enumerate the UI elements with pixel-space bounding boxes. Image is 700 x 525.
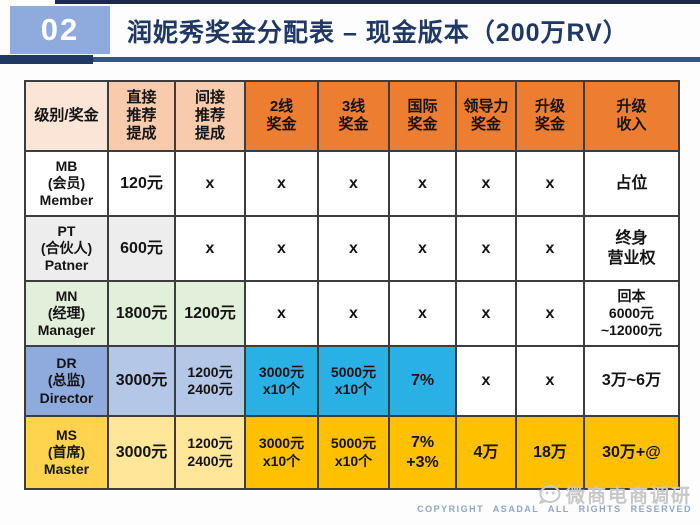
header-cell: 直接 推荐 提成 bbox=[108, 81, 175, 151]
table-cell: 1200元 bbox=[175, 281, 245, 346]
table-cell: x bbox=[389, 216, 456, 281]
table-cell: 4万 bbox=[456, 416, 516, 489]
table-cell: x bbox=[456, 281, 516, 346]
table-cell: 30万+@ bbox=[584, 416, 679, 489]
header-cell: 升级 收入 bbox=[584, 81, 679, 151]
table-cell: 占位 bbox=[584, 151, 679, 216]
table-cell: 5000元 x10个 bbox=[318, 416, 389, 489]
section-number-badge: 02 bbox=[10, 6, 110, 54]
watermark-text: 微商电商调研 bbox=[565, 486, 692, 507]
watermark-logo: 微商电商调研 bbox=[537, 481, 692, 508]
table-cell: 3000元 x10个 bbox=[245, 416, 318, 489]
table-cell: x bbox=[245, 151, 318, 216]
table-cell: x bbox=[318, 281, 389, 346]
table-cell: x bbox=[516, 216, 584, 281]
table-cell: 1200元 2400元 bbox=[175, 416, 245, 489]
table-cell: x bbox=[318, 151, 389, 216]
row-label-cell: MB (会员) Member bbox=[25, 151, 108, 216]
top-border-line bbox=[55, 0, 700, 4]
table-cell: x bbox=[456, 346, 516, 416]
header-cell: 级别/奖金 bbox=[25, 81, 108, 151]
chat-bubble-icon bbox=[537, 484, 561, 506]
header-cell: 国际 奖金 bbox=[389, 81, 456, 151]
table-cell: 3万~6万 bbox=[584, 346, 679, 416]
title-underline-accent bbox=[0, 55, 93, 64]
title-underline bbox=[0, 55, 700, 64]
header-cell: 领导力 奖金 bbox=[456, 81, 516, 151]
header-cell: 间接 推荐 提成 bbox=[175, 81, 245, 151]
table-cell: 7% bbox=[389, 346, 456, 416]
table-cell: x bbox=[516, 346, 584, 416]
table-cell: 5000元 x10个 bbox=[318, 346, 389, 416]
table-cell: 120元 bbox=[108, 151, 175, 216]
table-cell: x bbox=[389, 281, 456, 346]
row-label-cell: MN (经理) Manager bbox=[25, 281, 108, 346]
table-cell: x bbox=[245, 281, 318, 346]
table-cell: x bbox=[516, 281, 584, 346]
table-cell: 终身 营业权 bbox=[584, 216, 679, 281]
table-cell: 3000元 bbox=[108, 416, 175, 489]
table-cell: x bbox=[318, 216, 389, 281]
table-cell: 1800元 bbox=[108, 281, 175, 346]
row-label-cell: MS (首席) Master bbox=[25, 416, 108, 489]
table-cell: x bbox=[175, 151, 245, 216]
table-cell: 回本 6000元 ~12000元 bbox=[584, 281, 679, 346]
header-cell: 2线 奖金 bbox=[245, 81, 318, 151]
table-cell: x bbox=[245, 216, 318, 281]
bonus-table: 级别/奖金 直接 推荐 提成 间接 推荐 提成 2线 奖金 3线 奖金 国际 奖金 领导力 … bbox=[24, 80, 680, 490]
table-cell: 18万 bbox=[516, 416, 584, 489]
section-number: 02 bbox=[40, 12, 80, 47]
row-label-cell: PT (合伙人) Patner bbox=[25, 216, 108, 281]
row-label-cell: DR (总监) Director bbox=[25, 346, 108, 416]
page-title: 润妮秀奖金分配表 – 现金版本（200万RV） bbox=[127, 19, 629, 47]
table-cell: x bbox=[516, 151, 584, 216]
table-cell: x bbox=[456, 216, 516, 281]
copyright-text: COPYRIGHT ASADAL ALL RIGHTS RESERVED bbox=[417, 504, 692, 514]
table-cell: 600元 bbox=[108, 216, 175, 281]
table-cell: x bbox=[175, 216, 245, 281]
header-cell: 3线 奖金 bbox=[318, 81, 389, 151]
table-cell: 3000元 x10个 bbox=[245, 346, 318, 416]
table-cell: 7% +3% bbox=[389, 416, 456, 489]
table-cell: 3000元 bbox=[108, 346, 175, 416]
table-cell: 1200元 2400元 bbox=[175, 346, 245, 416]
table-cell: x bbox=[389, 151, 456, 216]
table-cell: x bbox=[456, 151, 516, 216]
header-cell: 升级 奖金 bbox=[516, 81, 584, 151]
